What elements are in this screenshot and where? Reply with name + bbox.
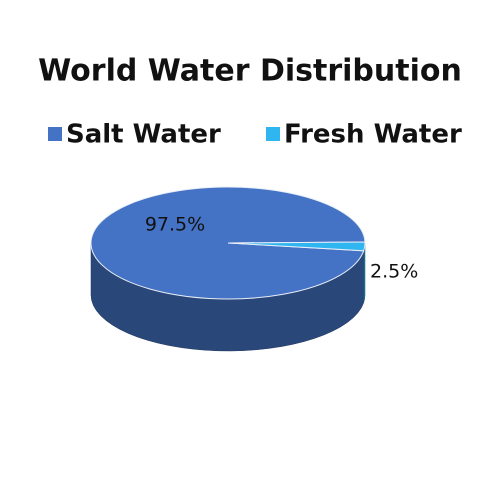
pie: 97.5% 2.5% xyxy=(90,186,418,352)
pie-side xyxy=(363,242,366,303)
legend-swatch xyxy=(266,127,280,141)
legend-label: Fresh Water xyxy=(284,120,462,150)
legend: Salt Water Fresh Water xyxy=(48,120,462,150)
legend-swatch xyxy=(48,127,62,141)
value-label: 2.5% xyxy=(370,261,418,283)
chart-title: World Water Distribution xyxy=(38,54,462,89)
pie-slice xyxy=(227,241,366,252)
value-label: 97.5% xyxy=(145,214,205,236)
legend-label: Salt Water xyxy=(66,120,221,150)
